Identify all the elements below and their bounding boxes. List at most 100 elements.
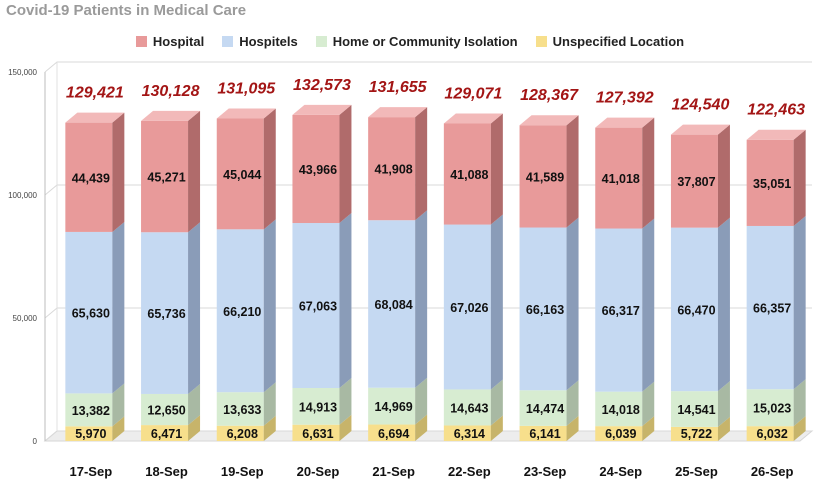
bar-side [490,379,503,426]
bar-side [490,214,503,390]
bar-side [793,379,806,427]
data-label: 5,970 [75,427,106,441]
bar-side [339,104,352,224]
bar-side [793,129,806,226]
y-tick-label: 50,000 [13,314,38,323]
bar-side [339,213,352,389]
total-label: 130,128 [142,83,200,100]
x-tick-label: 20-Sep [297,464,340,479]
bar-side [793,416,806,441]
legend: Hospital Hospitels Home or Community Iso… [0,34,820,49]
data-label: 6,032 [757,427,788,441]
data-label: 65,630 [72,307,110,321]
bar-segment [519,425,567,441]
total-label: 131,095 [217,81,276,98]
data-label: 66,163 [526,303,564,317]
bar-top [595,117,655,128]
legend-swatch-unspecified [535,36,547,47]
bar-side [566,217,579,391]
bar-segment [746,389,794,427]
bar-segment [443,224,491,390]
bar-side [112,112,125,232]
bar-top [141,110,201,121]
bar-segment [519,125,567,228]
x-tick-label: 26-Sep [751,464,794,479]
bar-side [415,210,428,388]
data-label: 41,908 [375,163,413,177]
data-label: 41,018 [602,172,640,186]
data-label: 45,044 [223,168,261,182]
bar-segment [368,220,416,388]
data-label: 5,722 [681,427,712,441]
bar-segment [443,389,491,426]
legend-item-hospital: Hospital [135,34,205,49]
bar-segment [670,391,718,427]
bar-segment [670,134,718,228]
legend-swatch-hospitels [222,36,234,47]
data-label: 6,039 [605,427,636,441]
data-label: 45,271 [147,171,185,185]
bar-side [566,415,579,441]
bar-segment [746,139,794,226]
bar-segment [519,390,567,426]
bar-side [263,382,276,426]
bar-side [339,378,352,425]
bar-segment [141,232,189,394]
bar-side [263,415,276,441]
legend-label-unspecified: Unspecified Location [552,34,685,49]
data-label: 35,051 [753,177,791,191]
bar-side [490,415,503,441]
bar-segment [368,424,416,441]
bar-segment [292,388,340,425]
data-label: 6,471 [151,427,182,441]
bar-segment [65,122,113,232]
total-label: 127,392 [596,90,654,107]
data-label: 13,382 [72,404,110,418]
bar-segment [141,393,189,426]
x-tick-label: 25-Sep [675,464,718,479]
total-label: 122,463 [747,102,805,119]
data-label: 14,643 [450,401,488,415]
legend-label-hospitels: Hospitels [239,34,298,49]
x-tick-label: 19-Sep [221,464,264,479]
bar-segment [746,225,794,390]
bar-segment [519,227,567,391]
legend-label-hospital: Hospital [152,34,205,49]
x-tick-label: 24-Sep [599,464,642,479]
y-tick-label: 0 [33,437,38,446]
data-label: 66,470 [677,303,715,317]
total-label: 131,655 [369,79,428,96]
bar-segment [443,123,491,225]
bar-top [670,124,730,135]
legend-item-home-isolation: Home or Community Isolation [315,34,518,49]
bar-segment [141,425,189,441]
bar-side [490,113,503,225]
bar-top [65,112,125,123]
bar-top [443,113,503,124]
legend-swatch-home-isolation [315,36,327,47]
x-tick-label: 23-Sep [524,464,567,479]
data-label: 6,694 [378,427,409,441]
chart-title: Covid-19 Patients in Medical Care [6,2,247,19]
data-label: 13,633 [223,403,261,417]
bar-side [415,107,428,221]
data-label: 66,210 [223,305,261,319]
bar-side [339,414,352,441]
bar-segment [216,392,264,426]
legend-swatch-hospital [135,36,147,47]
data-label: 41,088 [450,168,488,182]
bar-segment [216,229,264,393]
bar-segment [292,223,340,389]
total-label: 129,071 [444,85,502,102]
bar-segment [292,114,340,224]
data-label: 14,913 [299,400,337,414]
bar-top [519,115,579,126]
bar-segment [65,231,113,394]
bar-side [263,219,276,393]
bar-side [188,222,201,394]
data-label: 41,589 [526,170,564,184]
data-label: 14,969 [375,400,413,414]
data-label: 6,141 [529,427,560,441]
